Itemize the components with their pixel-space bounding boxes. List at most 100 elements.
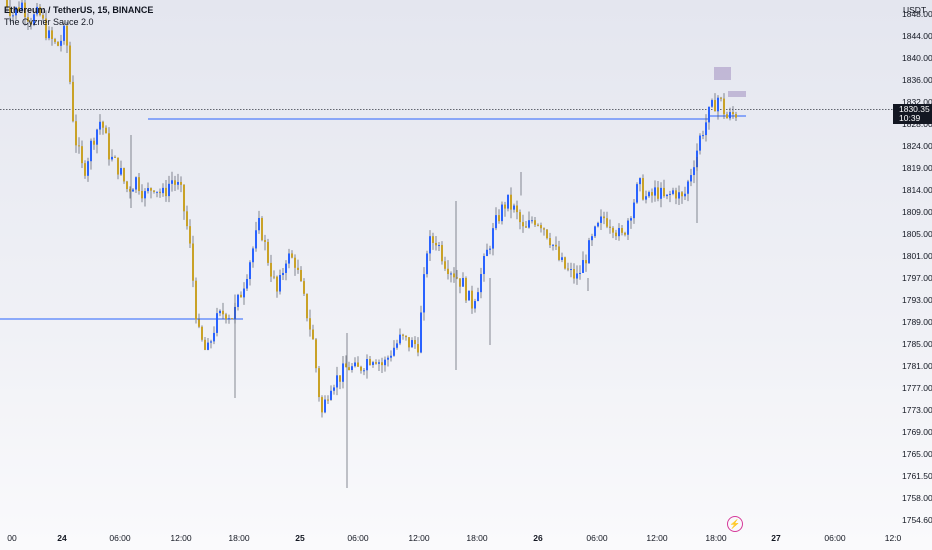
candle-body <box>588 240 590 264</box>
candle-body <box>243 288 245 298</box>
candle-body <box>21 2 23 11</box>
price-tick-label: 1761.50 <box>902 471 932 481</box>
time-tick-label: 06:00 <box>586 533 608 543</box>
price-tick-label: 1819.00 <box>902 163 932 173</box>
candle-body <box>378 362 380 364</box>
candle-body <box>69 45 71 82</box>
candle-body <box>444 261 446 269</box>
candle-body <box>447 268 449 275</box>
price-tick-label: 1801.00 <box>902 251 932 261</box>
candle-body <box>630 218 632 221</box>
candle-body <box>729 112 731 119</box>
candle-body <box>306 293 308 319</box>
candle-body <box>348 367 350 371</box>
candle-body <box>495 215 497 229</box>
candle-body <box>471 290 473 309</box>
candle-body <box>708 106 710 123</box>
candlestick-chart[interactable] <box>0 0 893 525</box>
candle-body <box>600 216 602 223</box>
candle-body <box>627 220 629 235</box>
candle-body <box>462 278 464 287</box>
candle-body <box>36 6 38 15</box>
candle-body <box>429 236 431 254</box>
candle-body <box>540 225 542 229</box>
candle-body <box>399 334 401 344</box>
candle-body <box>723 98 725 115</box>
candle-body <box>276 276 278 292</box>
indicator-label[interactable]: The Cyzner Sauce 2.0 <box>4 17 94 27</box>
candle-body <box>237 294 239 307</box>
candle-body <box>483 256 485 275</box>
candle-body <box>162 187 164 194</box>
candle-body <box>660 187 662 199</box>
candle-body <box>222 310 224 315</box>
candle-body <box>543 228 545 230</box>
candle-body <box>33 14 35 25</box>
price-tick-label: 1765.00 <box>902 449 932 459</box>
price-tick-label: 1773.00 <box>902 405 932 415</box>
price-tick-label: 1785.00 <box>902 339 932 349</box>
candle-body <box>432 236 434 243</box>
candle-body <box>687 181 689 194</box>
candle-body <box>210 341 212 343</box>
candle-body <box>303 281 305 294</box>
candle-body <box>519 212 521 223</box>
symbol-label[interactable]: Ethereum / TetherUS, 15, BINANCE <box>4 5 154 15</box>
candle-body <box>735 114 737 118</box>
chart-canvas[interactable]: Ethereum / TetherUS, 15, BINANCE The Cyz… <box>0 0 893 525</box>
candle-body <box>522 222 524 227</box>
candle-body <box>27 17 29 22</box>
candle-body <box>486 249 488 257</box>
candle-body <box>564 257 566 269</box>
time-axis[interactable]: 00 24 06:00 12:00 18:00 25 06:00 12:00 18:00 26 06… <box>0 525 932 550</box>
current-price-value: 1830.35 <box>899 103 930 114</box>
candle-body <box>18 7 20 11</box>
candle-body <box>219 310 221 314</box>
price-tick-label: 1777.00 <box>902 383 932 393</box>
candle-body <box>129 189 131 192</box>
candle-body <box>711 100 713 107</box>
candle-body <box>48 30 50 39</box>
candle-body <box>45 18 47 39</box>
candle-body <box>651 192 653 196</box>
price-tick-label: 1797.00 <box>902 273 932 283</box>
candle-body <box>240 294 242 298</box>
candle-body <box>135 177 137 190</box>
candle-body <box>690 175 692 182</box>
candle-body <box>30 21 32 25</box>
candle-body <box>216 313 218 333</box>
candle-body <box>585 260 587 264</box>
lightning-icon[interactable]: ⚡ <box>727 516 743 532</box>
price-tick-label: 1814.00 <box>902 185 932 195</box>
candle-body <box>579 272 581 274</box>
candle-body <box>546 229 548 239</box>
candle-body <box>645 196 647 200</box>
candle-body <box>336 375 338 388</box>
candle-body <box>492 228 494 249</box>
candle-body <box>357 362 359 367</box>
candle-body <box>153 190 155 192</box>
candle-body <box>618 228 620 237</box>
time-tick-label: 06:00 <box>109 533 131 543</box>
price-axis[interactable]: 1848.00 1844.00 1840.00 1836.00 1832.00 1828.… <box>893 0 932 525</box>
time-tick-label: 00 <box>7 533 17 543</box>
candle-body <box>360 366 362 371</box>
candle-body <box>594 226 596 237</box>
candle-body <box>396 343 398 348</box>
candle-body <box>87 161 89 176</box>
candle-body <box>669 193 671 195</box>
candle-body <box>273 276 275 278</box>
price-tick-label: 1828.00 <box>902 119 932 129</box>
candle-body <box>285 263 287 273</box>
candle-body <box>558 246 560 260</box>
candle-body <box>309 318 311 330</box>
time-tick-label: 24 <box>57 533 67 543</box>
candle-body <box>375 362 377 364</box>
candle-body <box>612 227 614 233</box>
time-tick-label: 12:00 <box>170 533 192 543</box>
candle-body <box>372 362 374 365</box>
candle-body <box>72 81 74 122</box>
candle-body <box>501 204 503 222</box>
candle-body <box>231 318 233 320</box>
candle-body <box>642 178 644 200</box>
